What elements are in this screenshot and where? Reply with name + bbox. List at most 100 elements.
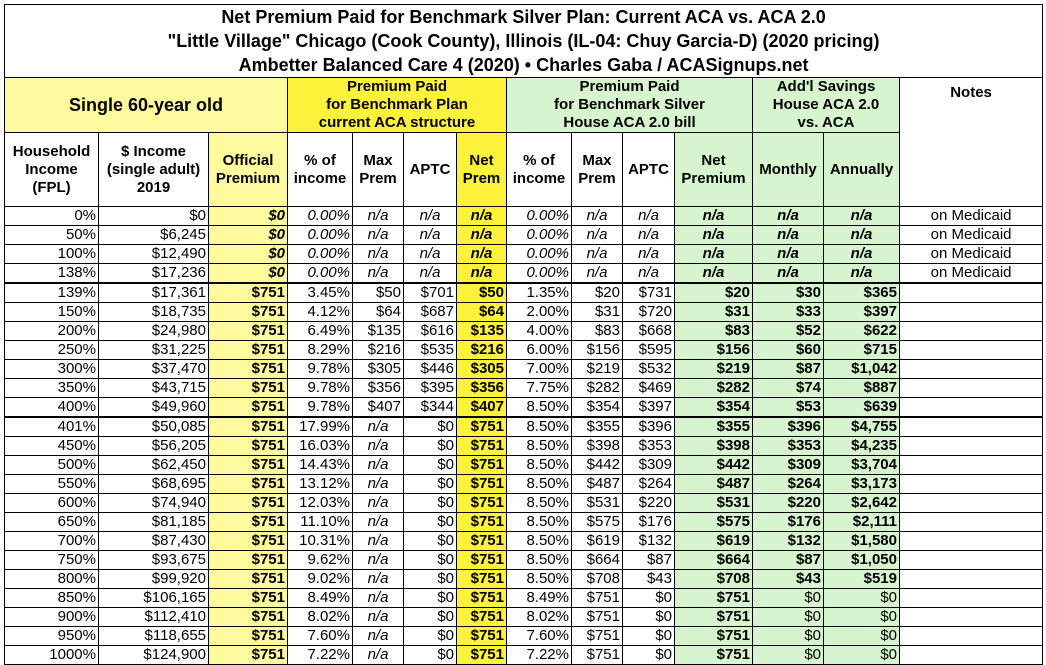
data-cell: $751	[456, 569, 507, 589]
data-cell: $407	[352, 397, 404, 418]
notes-cell: on Medicaid	[898, 225, 1044, 245]
data-cell: $356	[456, 378, 507, 398]
data-cell: $751	[208, 550, 288, 570]
data-cell: 7.22%	[506, 645, 572, 665]
data-cell: $3,704	[823, 455, 900, 475]
title-line: "Little Village" Chicago (Cook County), …	[167, 31, 880, 51]
group-header: Add'l Savings House ACA 2.0 vs. ACA	[752, 77, 900, 133]
notes-cell	[898, 512, 1044, 532]
data-cell: $0	[752, 588, 824, 608]
data-row: 100% $12,490 $0 0.00% n/a n/a n/a 0.00% n/a n/a n/…	[4, 244, 1044, 264]
notes-cell	[898, 455, 1044, 475]
column-header: Official Premium	[208, 132, 288, 207]
notes-cell	[898, 321, 1044, 341]
data-cell: 8.50%	[506, 455, 572, 475]
data-cell: $124,900	[98, 645, 209, 665]
data-cell: $751	[456, 607, 507, 627]
data-cell: $0	[403, 531, 457, 551]
data-cell: 12.03%	[287, 493, 353, 513]
data-cell: $0	[403, 493, 457, 513]
data-cell: $619	[571, 531, 623, 551]
data-cell: 9.78%	[287, 378, 353, 398]
data-cell: 13.12%	[287, 474, 353, 494]
data-cell: n/a	[403, 225, 457, 245]
data-cell: n/a	[403, 263, 457, 284]
data-cell: 600%	[4, 493, 99, 513]
data-cell: $751	[208, 359, 288, 379]
data-cell: $751	[456, 512, 507, 532]
data-cell: $2,642	[823, 493, 900, 513]
data-cell: $0	[752, 626, 824, 646]
data-cell: $0	[622, 626, 675, 646]
data-cell: 8.29%	[287, 340, 353, 360]
data-cell: 800%	[4, 569, 99, 589]
data-cell: $354	[571, 397, 623, 418]
data-cell: 8.50%	[506, 416, 572, 437]
data-cell: $397	[823, 302, 900, 322]
notes-cell	[898, 626, 1044, 646]
data-cell: $751	[571, 607, 623, 627]
data-cell: 8.50%	[506, 436, 572, 456]
data-cell: $1,042	[823, 359, 900, 379]
data-cell: 9.02%	[287, 569, 353, 589]
data-cell: $751	[208, 302, 288, 322]
data-cell: 150%	[4, 302, 99, 322]
data-cell: 50%	[4, 225, 99, 245]
data-cell: $83	[571, 321, 623, 341]
data-cell: $751	[208, 340, 288, 360]
data-cell: $715	[823, 340, 900, 360]
data-cell: $668	[622, 321, 675, 341]
data-cell: $396	[752, 416, 824, 437]
data-cell: $112,410	[98, 607, 209, 627]
data-cell: $305	[456, 359, 507, 379]
data-cell: $751	[674, 607, 753, 627]
data-cell: 650%	[4, 512, 99, 532]
data-cell: $216	[352, 340, 404, 360]
data-cell: $751	[674, 588, 753, 608]
column-header: Household Income (FPL)	[4, 132, 99, 207]
data-cell: 6.49%	[287, 321, 353, 341]
data-cell: $751	[208, 607, 288, 627]
data-cell: $31	[571, 302, 623, 322]
data-cell: 9.78%	[287, 397, 353, 418]
data-cell: $37,470	[98, 359, 209, 379]
data-row: 350% $43,715 $751 9.78% $356 $395 $356 7.75% $28…	[4, 378, 1044, 398]
data-cell: n/a	[752, 244, 824, 264]
data-cell: $0	[752, 645, 824, 665]
data-cell: 7.60%	[506, 626, 572, 646]
title-row: Net Premium Paid for Benchmark Silver Pl…	[3, 4, 1044, 78]
data-cell: n/a	[352, 436, 404, 456]
data-cell: $0	[403, 512, 457, 532]
data-cell: 450%	[4, 436, 99, 456]
data-cell: $344	[403, 397, 457, 418]
data-cell: $20	[571, 282, 623, 303]
data-cell: 0.00%	[287, 244, 353, 264]
group-header: Single 60-year old	[4, 77, 288, 133]
data-cell: $487	[571, 474, 623, 494]
data-cell: 0.00%	[506, 206, 572, 226]
data-row: 250% $31,225 $751 8.29% $216 $535 $216 6.00% $15…	[4, 340, 1044, 360]
data-row: 150% $18,735 $751 4.12% $64 $687 $64 2.00% $31 $7…	[4, 302, 1044, 322]
data-cell: $17,236	[98, 263, 209, 284]
data-cell: n/a	[752, 206, 824, 226]
data-cell: $708	[571, 569, 623, 589]
data-cell: $619	[674, 531, 753, 551]
data-cell: 250%	[4, 340, 99, 360]
data-cell: 3.45%	[287, 282, 353, 303]
data-row: 800% $99,920 $751 9.02% n/a $0 $751 8.50% $708 $4…	[4, 569, 1044, 589]
data-cell: $156	[571, 340, 623, 360]
data-cell: 700%	[4, 531, 99, 551]
data-cell: n/a	[571, 206, 623, 226]
data-cell: n/a	[352, 588, 404, 608]
data-row: 750% $93,675 $751 9.62% n/a $0 $751 8.50% $664 $8…	[4, 550, 1044, 570]
data-cell: $0	[403, 569, 457, 589]
data-cell: $751	[571, 626, 623, 646]
data-cell: $264	[752, 474, 824, 494]
data-cell: $639	[823, 397, 900, 418]
data-cell: n/a	[752, 263, 824, 284]
data-cell: 9.62%	[287, 550, 353, 570]
data-cell: 0.00%	[506, 225, 572, 245]
data-cell: $282	[571, 378, 623, 398]
data-cell: $60	[752, 340, 824, 360]
data-cell: $751	[208, 531, 288, 551]
